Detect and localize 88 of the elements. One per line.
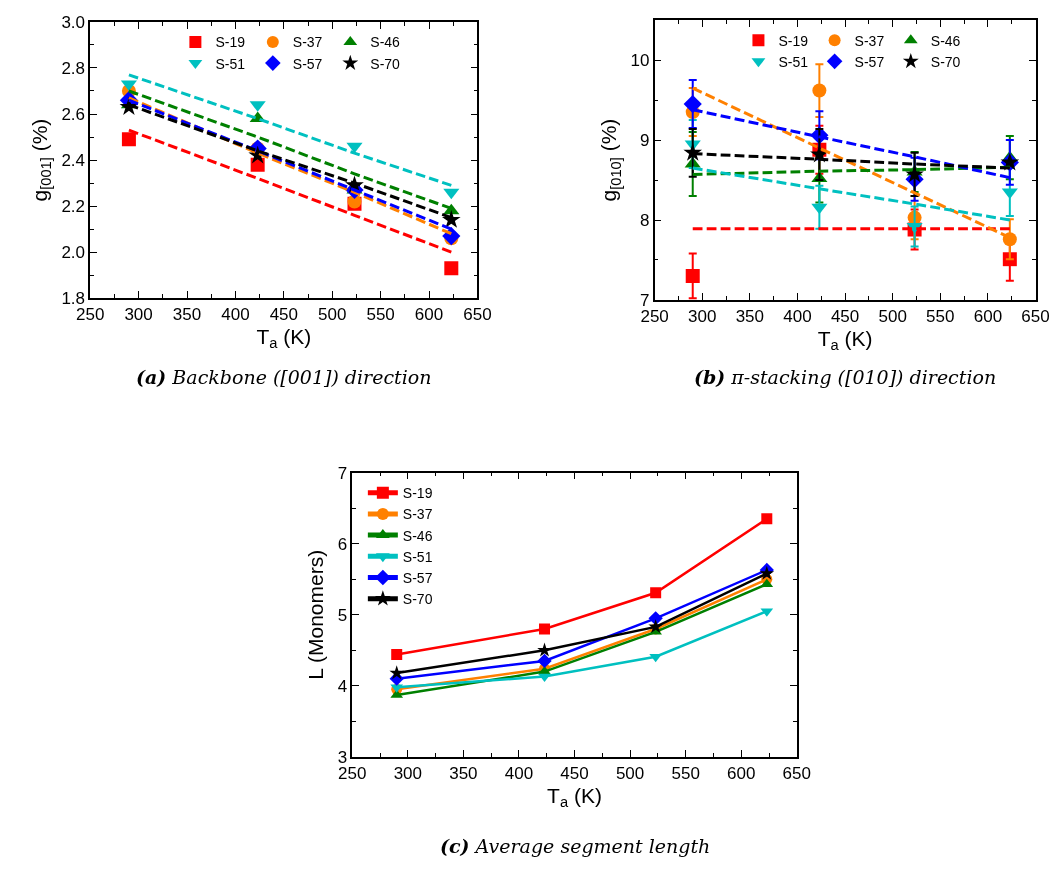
y-tick-label: 2.2 bbox=[61, 197, 86, 217]
y-tick-label: 9 bbox=[640, 131, 650, 151]
x-tick-label: 450 bbox=[830, 307, 860, 327]
legend-label: S-70 bbox=[370, 55, 401, 72]
x-tick-label: 600 bbox=[414, 305, 444, 325]
y-tick-label: 6 bbox=[337, 534, 348, 554]
point bbox=[539, 623, 551, 635]
y-tick-label: 5 bbox=[337, 605, 348, 625]
legend-label: S-70 bbox=[930, 53, 961, 70]
point bbox=[905, 164, 924, 183]
legend-label: S-51 bbox=[778, 53, 809, 70]
x-tick-label: 650 bbox=[463, 305, 492, 325]
legend-label: S-51 bbox=[215, 55, 246, 72]
point bbox=[389, 665, 405, 680]
y-axis-title: L (Monomers) bbox=[304, 549, 328, 680]
legend-label: S-19 bbox=[402, 485, 433, 502]
x-tick-label: 500 bbox=[318, 305, 347, 325]
point bbox=[812, 83, 827, 98]
point bbox=[121, 132, 136, 147]
y-tick-label: 4 bbox=[337, 676, 348, 696]
y-tick-label: 2.8 bbox=[61, 58, 86, 78]
x-tick-label: 450 bbox=[269, 305, 298, 325]
point bbox=[650, 587, 662, 599]
point bbox=[443, 188, 460, 200]
y-tick-label: 8 bbox=[640, 210, 650, 230]
point bbox=[685, 268, 700, 283]
point bbox=[346, 142, 363, 154]
legend-label: S-70 bbox=[402, 591, 433, 608]
legend-label: S-37 bbox=[292, 34, 323, 51]
x-tick-label: 500 bbox=[615, 764, 645, 783]
y-tick-label: 3.0 bbox=[61, 12, 86, 32]
x-tick-label: 250 bbox=[640, 307, 669, 327]
y-tick-label: 3 bbox=[337, 747, 348, 767]
x-tick-label: 500 bbox=[878, 307, 907, 327]
y-tick-label: 2.0 bbox=[61, 243, 86, 263]
point bbox=[649, 653, 663, 663]
x-tick-label: 300 bbox=[688, 307, 717, 327]
x-tick-label: 650 bbox=[782, 764, 811, 783]
x-tick-label: 600 bbox=[727, 764, 756, 783]
x-tick-label: 300 bbox=[393, 764, 423, 783]
y-tick-label: 7 bbox=[337, 463, 348, 483]
legend-label: S-57 bbox=[854, 53, 885, 70]
x-tick-label: 400 bbox=[783, 307, 812, 327]
y-tick-label: 7 bbox=[640, 290, 650, 310]
text: (a) Backbone ([001]) direction bbox=[136, 366, 432, 388]
x-tick-label: 550 bbox=[366, 305, 395, 325]
point bbox=[537, 653, 552, 669]
x-axis-title: T$_{a}$ (K) bbox=[817, 326, 873, 354]
legend-label: S-46 bbox=[370, 34, 401, 51]
x-tick-label: 550 bbox=[926, 307, 955, 327]
x-tick-label: 300 bbox=[124, 305, 153, 325]
legend-label: S-19 bbox=[778, 32, 809, 49]
y-tick-label: 10 bbox=[630, 51, 650, 71]
text: (b) π-stacking ([010]) direction bbox=[694, 366, 997, 388]
x-tick-label: 350 bbox=[735, 307, 765, 327]
text: (c) Average segment length bbox=[440, 835, 711, 857]
point bbox=[811, 203, 828, 215]
x-tick-label: 550 bbox=[671, 764, 700, 783]
point bbox=[648, 611, 663, 626]
x-axis-title: T$_{a}$ (K) bbox=[547, 783, 602, 811]
y-tick-label: 2.4 bbox=[61, 151, 86, 170]
point bbox=[683, 95, 702, 114]
point bbox=[761, 513, 773, 525]
y-tick-label: 2.6 bbox=[61, 104, 86, 124]
x-tick-label: 250 bbox=[338, 764, 367, 783]
line-series bbox=[127, 73, 453, 187]
point bbox=[391, 649, 403, 661]
legend-label: S-37 bbox=[854, 32, 885, 49]
point bbox=[538, 673, 551, 683]
legend-label: S-46 bbox=[402, 527, 433, 544]
x-tick-label: 450 bbox=[560, 764, 589, 783]
point bbox=[120, 80, 137, 92]
legend-label: S-51 bbox=[402, 548, 433, 565]
point bbox=[648, 619, 663, 634]
legend-label: S-37 bbox=[402, 506, 433, 523]
x-tick-label: 650 bbox=[1021, 307, 1050, 327]
x-tick-label: 400 bbox=[504, 764, 534, 783]
legend-label: S-19 bbox=[215, 34, 246, 51]
legend-label: S-57 bbox=[402, 569, 433, 586]
point bbox=[444, 261, 459, 276]
x-tick-label: 350 bbox=[449, 764, 478, 783]
legend-label: S-46 bbox=[930, 32, 961, 49]
legend-label: S-57 bbox=[292, 55, 323, 72]
x-tick-label: 600 bbox=[973, 307, 1003, 327]
x-tick-label: 400 bbox=[221, 305, 250, 325]
point bbox=[442, 226, 461, 246]
x-tick-label: 350 bbox=[172, 305, 202, 325]
x-axis-title: T$_{a}$ (K) bbox=[256, 325, 312, 352]
